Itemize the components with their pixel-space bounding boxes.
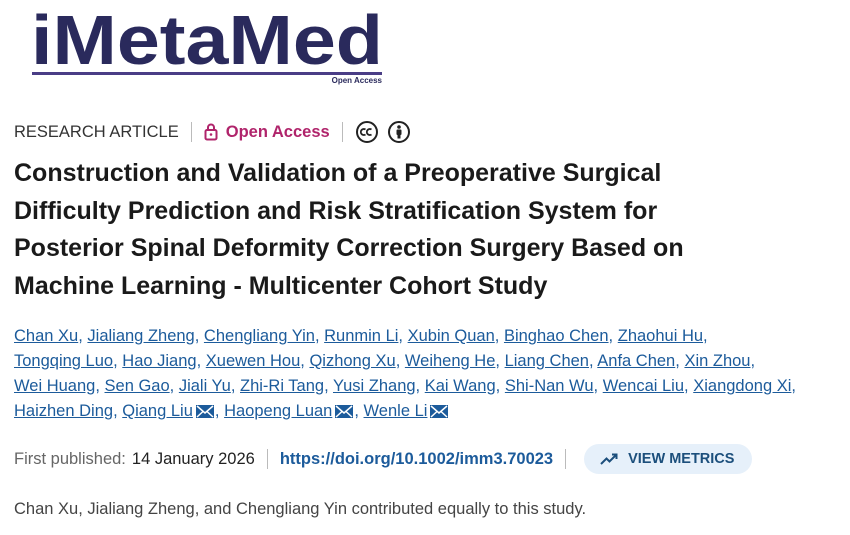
article-header: RESEARCH ARTICLE Open Access	[14, 120, 411, 144]
contribution-note: Chan Xu, Jialiang Zheng, and Chengliang …	[14, 500, 587, 518]
comma	[594, 377, 599, 395]
article-type: RESEARCH ARTICLE	[14, 122, 179, 141]
comma	[416, 377, 421, 395]
comma	[300, 352, 305, 370]
comma	[495, 352, 500, 370]
comma	[496, 377, 501, 395]
author-link[interactable]: Runmin Li	[324, 327, 399, 345]
author-link[interactable]: Binghao Chen	[503, 327, 609, 345]
separator	[341, 122, 343, 142]
mail-flap	[335, 405, 353, 418]
author-link[interactable]: Haizhen Ding	[14, 402, 114, 420]
author-link[interactable]: Anfa Chen	[597, 352, 676, 370]
comma	[113, 402, 118, 420]
publication-info: First published: 14 January 2026 https:/…	[14, 444, 753, 474]
comma	[197, 352, 202, 370]
title-line: Difficulty Prediction and Risk Stratific…	[14, 196, 658, 225]
comma	[791, 377, 796, 395]
doi-link[interactable]: https://doi.org/10.1002/imm3.70023	[279, 449, 554, 468]
author-link[interactable]: Qizhong Xu	[309, 352, 396, 370]
author-link[interactable]: Kai Wang	[424, 377, 496, 395]
logo-name: iMetaMed	[31, 6, 383, 79]
open-access-label: Open Access	[225, 122, 330, 141]
license-icons[interactable]	[355, 120, 411, 144]
separator	[190, 122, 192, 142]
trend-icon	[600, 453, 618, 465]
author-link[interactable]: Hao Jiang	[122, 352, 197, 370]
comma	[324, 377, 329, 395]
comma	[609, 327, 614, 345]
comma	[675, 352, 680, 370]
lock-icon	[204, 123, 218, 141]
author-link[interactable]: Xiangdong Xi	[693, 377, 792, 395]
logo: iMetaMed Open Access	[31, 6, 383, 85]
mail-flap	[196, 405, 214, 418]
author-list: Chan Xu Jialiang Zheng Chengliang Yin Ru…	[14, 324, 796, 424]
by-icon	[387, 121, 410, 143]
author-line: Haizhen Ding Qiang Liu Haopeng Luan Wenl…	[14, 399, 796, 424]
author-line: Wei Huang Sen Gao Jiali Yu Zhi-Ri Tang Y…	[14, 374, 796, 399]
comma	[78, 327, 83, 345]
author-line: Chan Xu Jialiang Zheng Chengliang Yin Ru…	[14, 324, 796, 349]
author-link[interactable]: Jialiang Zheng	[87, 327, 195, 345]
open-access: Open Access	[204, 123, 330, 142]
author-link[interactable]: Chengliang Yin	[203, 327, 315, 345]
title-line: Posterior Spinal Deformity Correction Su…	[14, 234, 684, 263]
article-title: Construction and Validation of a Preoper…	[14, 155, 684, 306]
view-metrics-button[interactable]: VIEW METRICS	[584, 444, 753, 474]
author-link[interactable]: Chan Xu	[14, 327, 79, 345]
author-link[interactable]: Weiheng He	[404, 352, 496, 370]
author-link[interactable]: Haopeng Luan	[224, 402, 333, 420]
comma	[215, 402, 220, 420]
logo-rule	[32, 72, 382, 75]
comma	[170, 377, 175, 395]
author-link[interactable]: Wencai Liu	[602, 377, 685, 395]
comma	[195, 327, 200, 345]
author-link[interactable]: Qiang Liu	[122, 402, 193, 420]
comma	[396, 352, 401, 370]
separator	[565, 449, 567, 469]
comma	[315, 327, 320, 345]
author-line: Tongqing Luo Hao Jiang Xuewen Hou Qizhon…	[14, 349, 796, 374]
published-date: 14 January 2026	[131, 449, 255, 468]
comma	[684, 377, 689, 395]
mail-icon[interactable]	[195, 404, 215, 419]
cc-icon	[355, 121, 378, 143]
author-link[interactable]: Zhaohui Hu	[617, 327, 704, 345]
title-line: Machine Learning - Multicenter Cohort St…	[14, 272, 548, 301]
mail-icon[interactable]	[429, 404, 449, 419]
comma	[703, 327, 708, 345]
author-link[interactable]: Liang Chen	[504, 352, 589, 370]
author-link[interactable]: Shi-Nan Wu	[504, 377, 594, 395]
separator	[266, 449, 268, 469]
mail-icon[interactable]	[334, 404, 354, 419]
author-link[interactable]: Wenle Li	[363, 402, 428, 420]
comma	[750, 352, 755, 370]
author-link[interactable]: Tongqing Luo	[14, 352, 114, 370]
title-line: Construction and Validation of a Preoper…	[14, 159, 662, 187]
comma	[113, 352, 118, 370]
author-link[interactable]: Sen Gao	[104, 377, 170, 395]
view-metrics-label: VIEW METRICS	[628, 451, 735, 467]
author-link[interactable]: Xubin Quan	[407, 327, 495, 345]
mail-flap	[430, 405, 448, 418]
comma	[95, 377, 100, 395]
comma	[589, 352, 594, 370]
author-link[interactable]: Zhi-Ri Tang	[240, 377, 325, 395]
comma	[495, 327, 500, 345]
comma	[398, 327, 403, 345]
comma	[231, 377, 236, 395]
author-link[interactable]: Xin Zhou	[684, 352, 751, 370]
comma	[354, 402, 359, 420]
published-label: First published:	[14, 449, 126, 468]
author-link[interactable]: Yusi Zhang	[332, 377, 416, 395]
author-link[interactable]: Wei Huang	[14, 377, 96, 395]
author-link[interactable]: Jiali Yu	[178, 377, 231, 395]
author-link[interactable]: Xuewen Hou	[205, 352, 301, 370]
logo-tagline: Open Access	[332, 76, 383, 85]
